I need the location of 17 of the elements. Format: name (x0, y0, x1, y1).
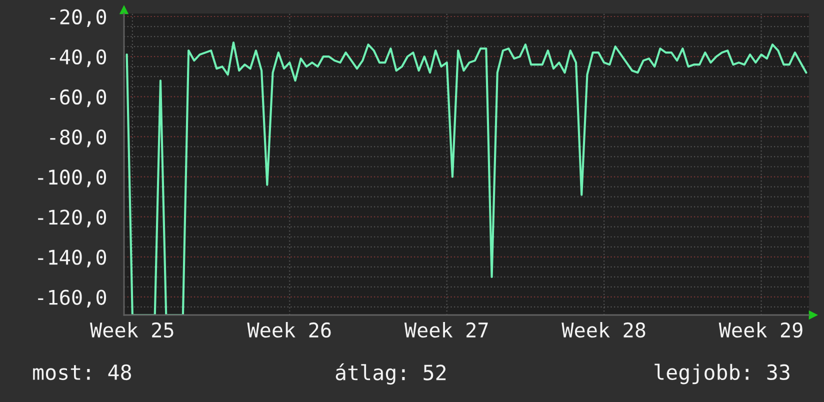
y-tick-label: -40,0 (50, 49, 106, 68)
text: most: 48 (33, 364, 132, 380)
y-tick-label: -120,0 (38, 210, 106, 228)
y-tick-label: -160,0 (38, 290, 106, 308)
x-tick-label: Week 29 (718, 322, 802, 338)
y-tick-label: -60,0 (50, 89, 106, 108)
y-tick-label: -140,0 (38, 250, 106, 268)
y-tick-label: -80,0 (50, 129, 106, 148)
x-tick-label: Week 28 (562, 322, 646, 338)
y-tick-label: -100,0 (38, 170, 106, 188)
line-series (126, 42, 808, 315)
x-tick-label: Week 26 (247, 322, 331, 338)
x-tick-label: Week 25 (90, 322, 174, 338)
text: átlag: 52 (336, 363, 446, 385)
y-tick-label: -20,0 (50, 9, 106, 28)
text: legjobb: 33 (654, 364, 790, 384)
x-tick-label: Week 27 (404, 322, 488, 338)
